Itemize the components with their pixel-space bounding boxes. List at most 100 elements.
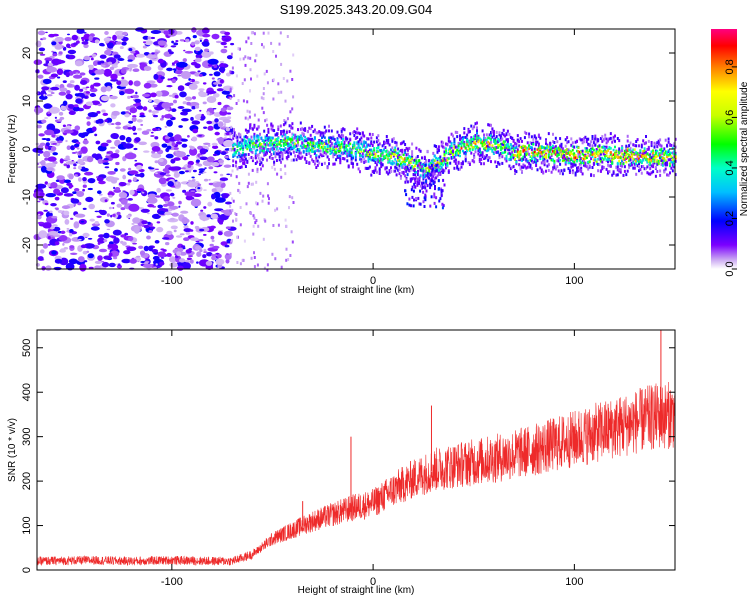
heatmap-cell <box>498 144 501 147</box>
heatmap-cell <box>82 250 88 255</box>
heatmap-cell <box>231 208 234 212</box>
heatmap-cell <box>591 153 594 156</box>
heatmap-cell <box>495 141 498 144</box>
heatmap-cell <box>198 173 202 176</box>
heatmap-cell <box>366 154 369 157</box>
heatmap-cell <box>66 145 71 150</box>
heatmap-cell <box>64 219 70 225</box>
heatmap-cell <box>170 45 177 48</box>
heatmap-cell <box>543 163 546 167</box>
heatmap-cell <box>588 148 591 152</box>
heatmap-cell <box>397 155 400 159</box>
heatmap-cell <box>203 126 208 129</box>
heatmap-cell <box>635 160 638 163</box>
heatmap-cell <box>252 224 255 228</box>
heatmap-cell <box>439 162 442 165</box>
heatmap-cell <box>501 137 504 141</box>
heatmap-cell <box>219 177 229 181</box>
heatmap-cell <box>436 163 439 167</box>
heatmap-cell <box>291 122 294 126</box>
heatmap-cell <box>387 154 390 158</box>
heatmap-cell <box>321 162 323 166</box>
heatmap-cell <box>422 174 425 178</box>
heatmap-cell <box>578 137 581 141</box>
heatmap-cell <box>298 156 301 160</box>
heatmap-cell <box>281 151 284 155</box>
heatmap-cell <box>497 140 500 144</box>
heatmap-cell <box>288 150 291 154</box>
heatmap-cell <box>470 151 473 155</box>
heatmap-cell <box>432 161 435 165</box>
heatmap-cell <box>287 136 290 139</box>
heatmap-cell <box>281 130 284 133</box>
heatmap-cell <box>397 152 400 155</box>
heatmap-cell <box>433 166 436 170</box>
heatmap-cell <box>215 40 222 44</box>
heatmap-cell <box>433 192 436 196</box>
heatmap-cell <box>521 146 523 150</box>
heatmap-cell <box>231 239 233 243</box>
heatmap-cell <box>254 141 257 145</box>
heatmap-cell <box>203 206 207 209</box>
heatmap-cell <box>621 162 624 166</box>
heatmap-cell <box>232 134 235 138</box>
heatmap-cell <box>178 125 183 128</box>
heatmap-cell <box>474 140 477 144</box>
heatmap-cell <box>360 159 363 163</box>
heatmap-cell <box>91 53 97 58</box>
heatmap-cell <box>242 148 245 152</box>
heatmap-cell <box>50 203 57 207</box>
heatmap-cell <box>291 126 294 130</box>
heatmap-cell <box>77 238 82 241</box>
heatmap-cell <box>550 158 553 162</box>
heatmap-cell <box>549 156 552 160</box>
heatmap-cell <box>224 38 230 41</box>
heatmap-cell <box>428 163 431 166</box>
heatmap-cell <box>402 158 405 161</box>
heatmap-cell <box>584 161 587 165</box>
heatmap-cell <box>463 143 466 147</box>
heatmap-cell <box>546 143 549 147</box>
heatmap-cell <box>645 154 647 157</box>
heatmap-cell <box>516 148 519 152</box>
heatmap-cell <box>261 199 264 203</box>
heatmap-cell <box>78 150 83 155</box>
heatmap-cell <box>650 141 653 144</box>
heatmap-cell <box>47 62 53 66</box>
heatmap-cell <box>297 138 299 141</box>
heatmap-cell <box>592 148 595 152</box>
heatmap-cell <box>461 137 464 141</box>
heatmap-cell <box>146 54 158 59</box>
heatmap-cell <box>360 136 363 140</box>
snr-series-line <box>36 382 676 566</box>
heatmap-cell <box>259 150 261 153</box>
heatmap-cell <box>638 160 640 164</box>
heatmap-cell <box>402 140 405 144</box>
heatmap-cell <box>251 127 254 131</box>
heatmap-cell <box>260 167 262 171</box>
heatmap-cell <box>51 250 57 255</box>
heatmap-cell <box>252 182 254 186</box>
heatmap-cell <box>602 149 605 153</box>
heatmap-cell <box>547 156 550 159</box>
heatmap-cell <box>401 160 404 164</box>
heatmap-cell <box>456 131 459 134</box>
heatmap-cell <box>306 143 309 147</box>
heatmap-cell <box>468 149 471 152</box>
heatmap-cell <box>643 167 646 171</box>
heatmap-cell <box>474 145 477 148</box>
heatmap-cell <box>536 153 539 157</box>
heatmap-cell <box>139 115 146 118</box>
heatmap-cell <box>185 170 190 173</box>
heatmap-cell <box>483 155 485 159</box>
heatmap-cell <box>523 130 526 134</box>
heatmap-cell <box>552 150 554 153</box>
heatmap-cell <box>625 144 628 148</box>
heatmap-cell <box>645 135 647 138</box>
heatmap-cell <box>35 183 47 189</box>
heatmap-cell <box>560 145 563 149</box>
heatmap-cell <box>623 169 626 173</box>
heatmap-cell <box>188 255 193 257</box>
heatmap-cell <box>302 143 305 147</box>
heatmap-cell <box>271 128 274 132</box>
